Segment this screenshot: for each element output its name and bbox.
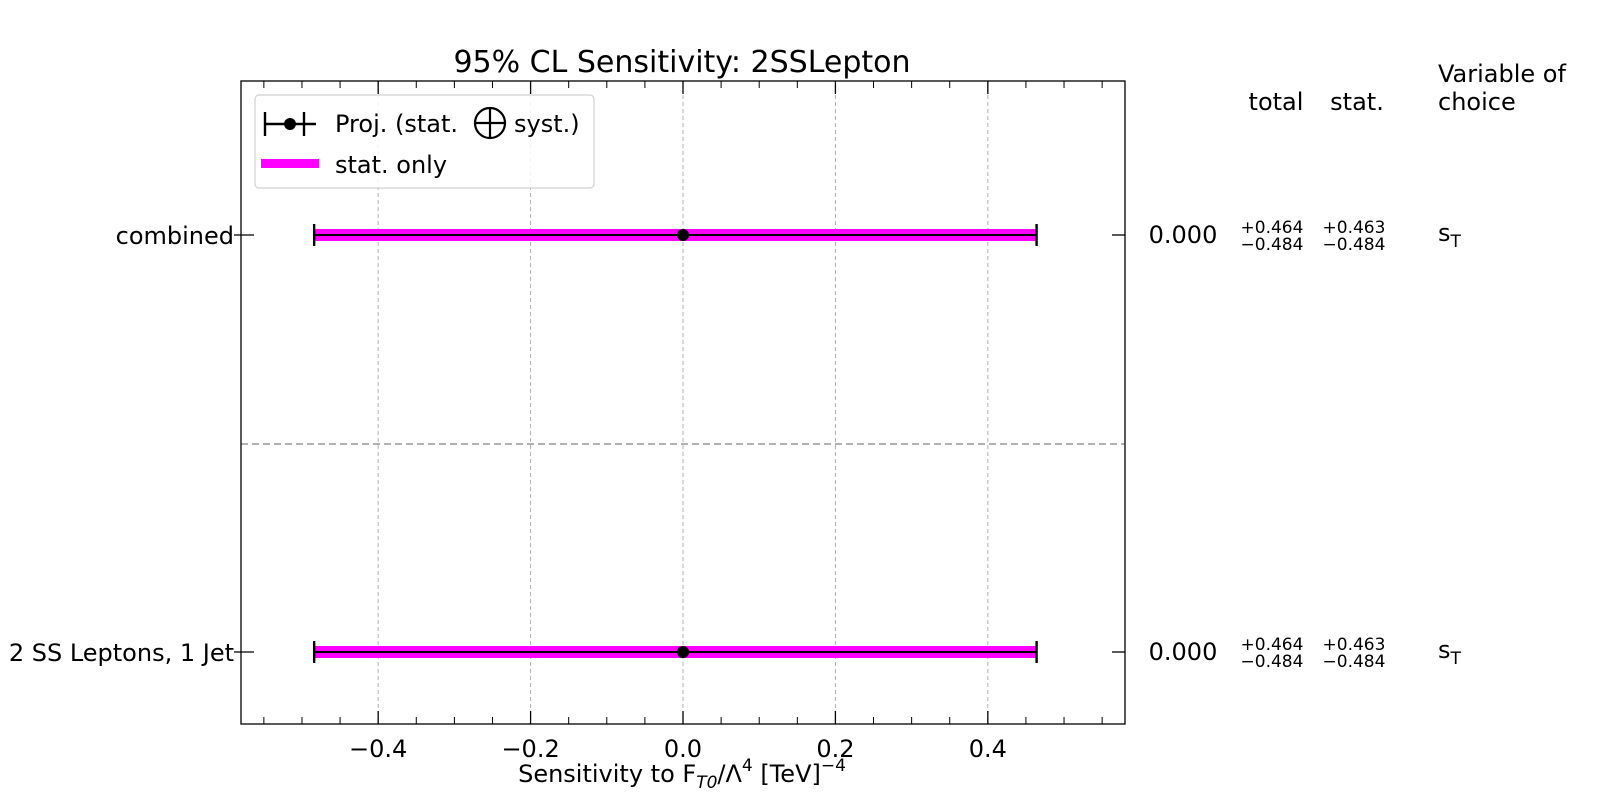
central-value: 0.000 <box>1149 638 1218 666</box>
legend-box <box>254 94 595 189</box>
header-stat: stat. <box>1330 88 1384 116</box>
total-down-value: −0.484 <box>1241 235 1304 255</box>
table-rows: combined 0.000 +0.464−0.484+0.463−0.484 sT2… <box>9 218 1462 672</box>
legend: Proj. (stat. syst.) stat. only <box>254 94 595 189</box>
legend-label-stat-only: stat. only <box>335 151 447 179</box>
x-tick-label: −0.2 <box>501 735 559 763</box>
header-variable-line1: Variable of <box>1438 60 1566 88</box>
x-tick-label: 0.2 <box>816 735 854 763</box>
x-label-mid: /Λ <box>717 760 742 788</box>
x-tick-label: 0.0 <box>664 735 702 763</box>
variable-value: sT <box>1438 636 1462 669</box>
central-point <box>677 229 689 241</box>
legend-band-symbol <box>261 159 319 168</box>
x-tick-label: −0.4 <box>349 735 407 763</box>
total-up-value: +0.464 <box>1241 635 1304 655</box>
x-label-prefix: Sensitivity to F <box>518 760 696 788</box>
stat-up-value: +0.463 <box>1323 635 1386 655</box>
x-label-unit: [TeV] <box>753 760 821 788</box>
variable-value: sT <box>1438 219 1462 252</box>
legend-label-proj: Proj. (stat. <box>335 110 458 138</box>
central-value: 0.000 <box>1149 221 1218 249</box>
x-label-sup2: −4 <box>821 756 846 776</box>
legend-errorbar-symbol <box>263 112 316 136</box>
axis-ticks: −0.4 −0.2 0.0 0.2 0.4 <box>234 81 1125 763</box>
row-label: combined <box>116 222 234 250</box>
x-label-sup1: 4 <box>742 756 753 776</box>
stat-down-value: −0.484 <box>1323 235 1386 255</box>
oplus-icon <box>473 106 507 140</box>
stat-up-value: +0.463 <box>1323 218 1386 238</box>
x-label-sub: T0 <box>696 773 717 793</box>
total-down-value: −0.484 <box>1241 652 1304 672</box>
legend-label-syst: syst.) <box>514 110 580 138</box>
total-up-value: +0.464 <box>1241 218 1304 238</box>
header-total: total <box>1249 88 1304 116</box>
stat-down-value: −0.484 <box>1323 652 1386 672</box>
x-tick-label: 0.4 <box>969 735 1007 763</box>
chart-title: 95% CL Sensitivity: 2SSLepton <box>453 45 910 80</box>
header-variable-line2: choice <box>1438 88 1516 116</box>
x-axis-label: Sensitivity to FT0/Λ4 [TeV]−4 <box>518 756 846 793</box>
row-label: 2 SS Leptons, 1 Jet <box>9 639 234 667</box>
central-point <box>677 646 689 658</box>
data-marks <box>312 224 1038 663</box>
